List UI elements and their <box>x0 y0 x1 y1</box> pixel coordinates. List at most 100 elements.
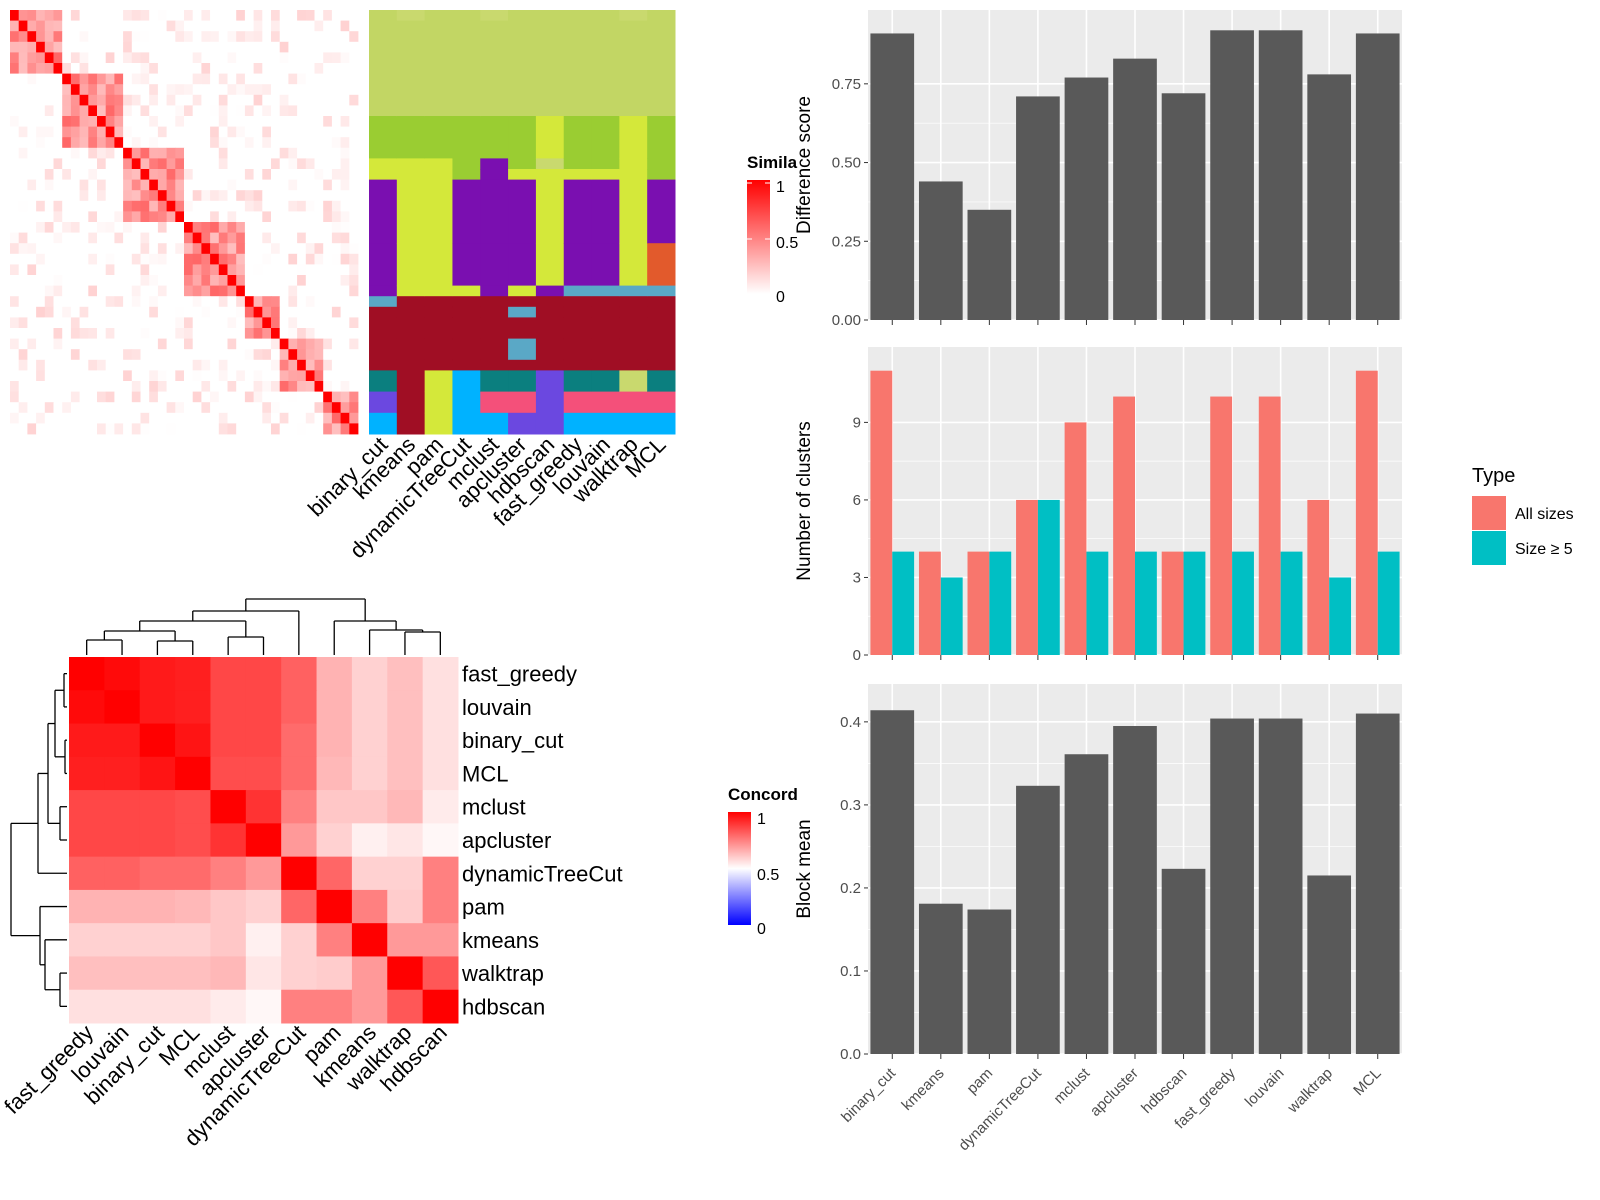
similarity-cell <box>44 63 54 74</box>
similarity-cell <box>53 285 63 297</box>
similarity-cell <box>10 338 20 350</box>
similarity-cell <box>97 200 107 212</box>
similarity-cell <box>227 94 237 106</box>
similarity-cell <box>297 296 307 308</box>
similarity-cell <box>114 222 124 233</box>
similarity-cell <box>201 31 211 43</box>
similarity-cell <box>305 402 315 414</box>
membership-cell <box>369 359 398 371</box>
similarity-cell <box>314 179 324 191</box>
similarity-cell <box>131 412 141 424</box>
similarity-cell <box>305 169 315 180</box>
similarity-cell <box>123 20 133 32</box>
similarity-cell <box>314 253 324 265</box>
similarity-cell <box>262 73 272 85</box>
concordance-cell <box>139 889 176 924</box>
similarity-cell <box>323 338 333 350</box>
similarity-cell <box>114 126 124 138</box>
similarity-cell <box>53 179 63 191</box>
similarity-cell <box>314 200 324 212</box>
similarity-cell <box>53 116 63 127</box>
similarity-cell <box>244 381 254 392</box>
similarity-cell <box>88 10 98 21</box>
membership-cell <box>396 338 426 361</box>
similarity-cell <box>201 169 211 180</box>
similarity-cell <box>18 412 28 424</box>
similarity-cell <box>349 232 359 244</box>
similarity-cell <box>140 179 150 191</box>
similarity-cell <box>123 222 133 233</box>
similarity-cell <box>192 10 202 21</box>
similarity-cell <box>201 84 211 96</box>
similarity-cell <box>36 190 46 202</box>
similarity-cell <box>79 243 89 255</box>
similarity-cell <box>288 10 298 21</box>
similarity-cell <box>70 190 80 202</box>
similarity-cell <box>218 359 228 371</box>
similarity-cell <box>62 253 72 265</box>
similarity-cell <box>105 381 115 392</box>
similarity-cell <box>227 381 237 392</box>
concordance-row-label: fast_greedy <box>462 662 577 687</box>
similarity-cell <box>218 126 228 138</box>
similarity-cell <box>236 179 246 191</box>
concordance-cell <box>175 690 211 725</box>
similarity-cell <box>271 275 281 286</box>
similarity-cell <box>244 116 254 127</box>
similarity-cell <box>236 423 246 435</box>
similarity-cell <box>88 200 98 212</box>
similarity-cell <box>88 391 98 403</box>
similarity-cell <box>175 338 185 350</box>
similarity-cell <box>97 412 107 424</box>
membership-cell <box>647 338 676 361</box>
similarity-cell <box>244 306 254 318</box>
similarity-cell <box>149 41 159 53</box>
similarity-cell <box>157 296 167 308</box>
similarity-cell <box>288 105 298 117</box>
similarity-cell <box>166 328 176 339</box>
similarity-cell <box>36 423 46 435</box>
similarity-cell <box>18 306 28 318</box>
similarity-cell <box>131 31 141 43</box>
similarity-cell <box>323 423 333 435</box>
bar <box>1064 77 1109 320</box>
similarity-cell <box>18 328 28 339</box>
similarity-cell <box>279 275 289 286</box>
similarity-cell <box>262 63 272 74</box>
similarity-cell <box>18 253 28 265</box>
similarity-cell <box>157 338 167 350</box>
similarity-cell <box>88 232 98 244</box>
concordance-cell <box>69 889 105 924</box>
similarity-cell <box>70 296 80 308</box>
similarity-cell <box>297 190 307 202</box>
similarity-cell <box>175 147 185 159</box>
similarity-cell <box>36 328 46 339</box>
similarity-cell <box>218 41 228 53</box>
similarity-cell <box>53 211 63 223</box>
similarity-cell <box>271 402 281 414</box>
bar <box>1161 868 1206 1054</box>
similarity-cell <box>201 381 211 392</box>
similarity-cell <box>262 126 272 138</box>
concordance-cell <box>175 790 211 824</box>
similarity-cell <box>36 147 46 159</box>
concordance-cell <box>245 723 282 758</box>
similarity-cell <box>262 41 272 53</box>
similarity-cell <box>131 391 141 403</box>
similarity-cell <box>88 412 98 424</box>
similarity-cell <box>271 381 281 392</box>
concordance-legend-tick-05: 0.5 <box>757 867 779 884</box>
similarity-cell <box>244 137 254 149</box>
similarity-cell <box>157 243 167 255</box>
concordance-cell <box>422 823 459 858</box>
similarity-cell <box>62 296 72 308</box>
similarity-cell <box>305 328 315 339</box>
similarity-cell <box>227 147 237 159</box>
similarity-cell <box>192 158 202 170</box>
similarity-cell <box>97 328 107 339</box>
similarity-cell <box>279 63 289 74</box>
similarity-cell <box>131 402 141 414</box>
similarity-cell <box>70 73 80 85</box>
similarity-cell <box>166 402 176 414</box>
similarity-cell <box>271 147 281 159</box>
